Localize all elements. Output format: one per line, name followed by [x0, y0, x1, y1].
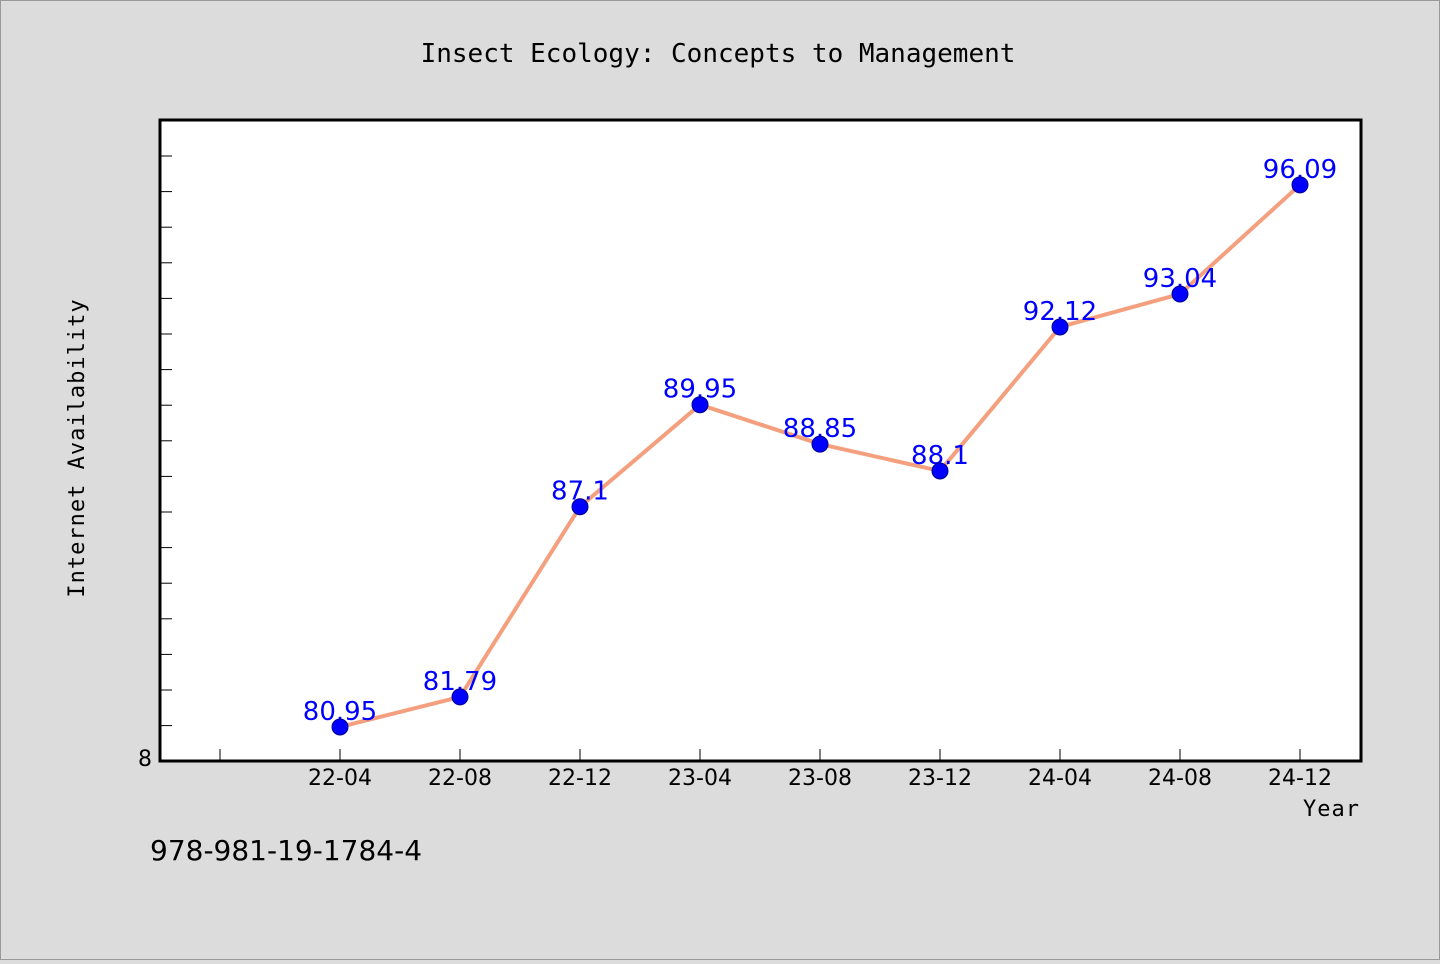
data-point-marker	[1171, 285, 1189, 303]
x-tick-label: 23-04	[668, 766, 732, 791]
data-point-marker	[451, 688, 469, 706]
x-tick-label: 24-08	[1148, 766, 1212, 791]
x-tick-label: 24-04	[1028, 766, 1092, 791]
series-group: 80.9581.7987.189.9588.8588.192.1293.0496…	[303, 155, 1337, 736]
x-tick-label: 22-08	[428, 766, 492, 791]
y-tick-label: 8	[138, 747, 152, 772]
data-point-marker	[811, 435, 829, 453]
isbn-footnote: 978-981-19-1784-4	[150, 834, 423, 867]
data-point-marker	[1051, 318, 1069, 336]
y-axis-label: Internet Availability	[65, 298, 90, 597]
x-tick-label: 24-12	[1268, 766, 1332, 791]
data-point-marker	[571, 498, 589, 516]
data-point-marker	[331, 718, 349, 736]
y-axis-ticks	[160, 155, 172, 727]
plot-area	[158, 118, 1363, 763]
x-tick-label: 23-08	[788, 766, 852, 791]
x-tick-label: 23-12	[908, 766, 972, 791]
data-point-marker	[691, 396, 709, 414]
x-tick-label: 22-12	[548, 766, 612, 791]
x-axis-label: Year	[1303, 797, 1360, 822]
x-tick-label: 22-04	[308, 766, 372, 791]
data-point-marker	[931, 462, 949, 480]
x-axis-ticks: 22-04 22-08 22-12 23-04 23-08 23-12 24-04 24-08…	[219, 749, 1332, 791]
data-point-marker	[1291, 176, 1309, 194]
chart-title: Insect Ecology: Concepts to Management	[421, 39, 1016, 69]
